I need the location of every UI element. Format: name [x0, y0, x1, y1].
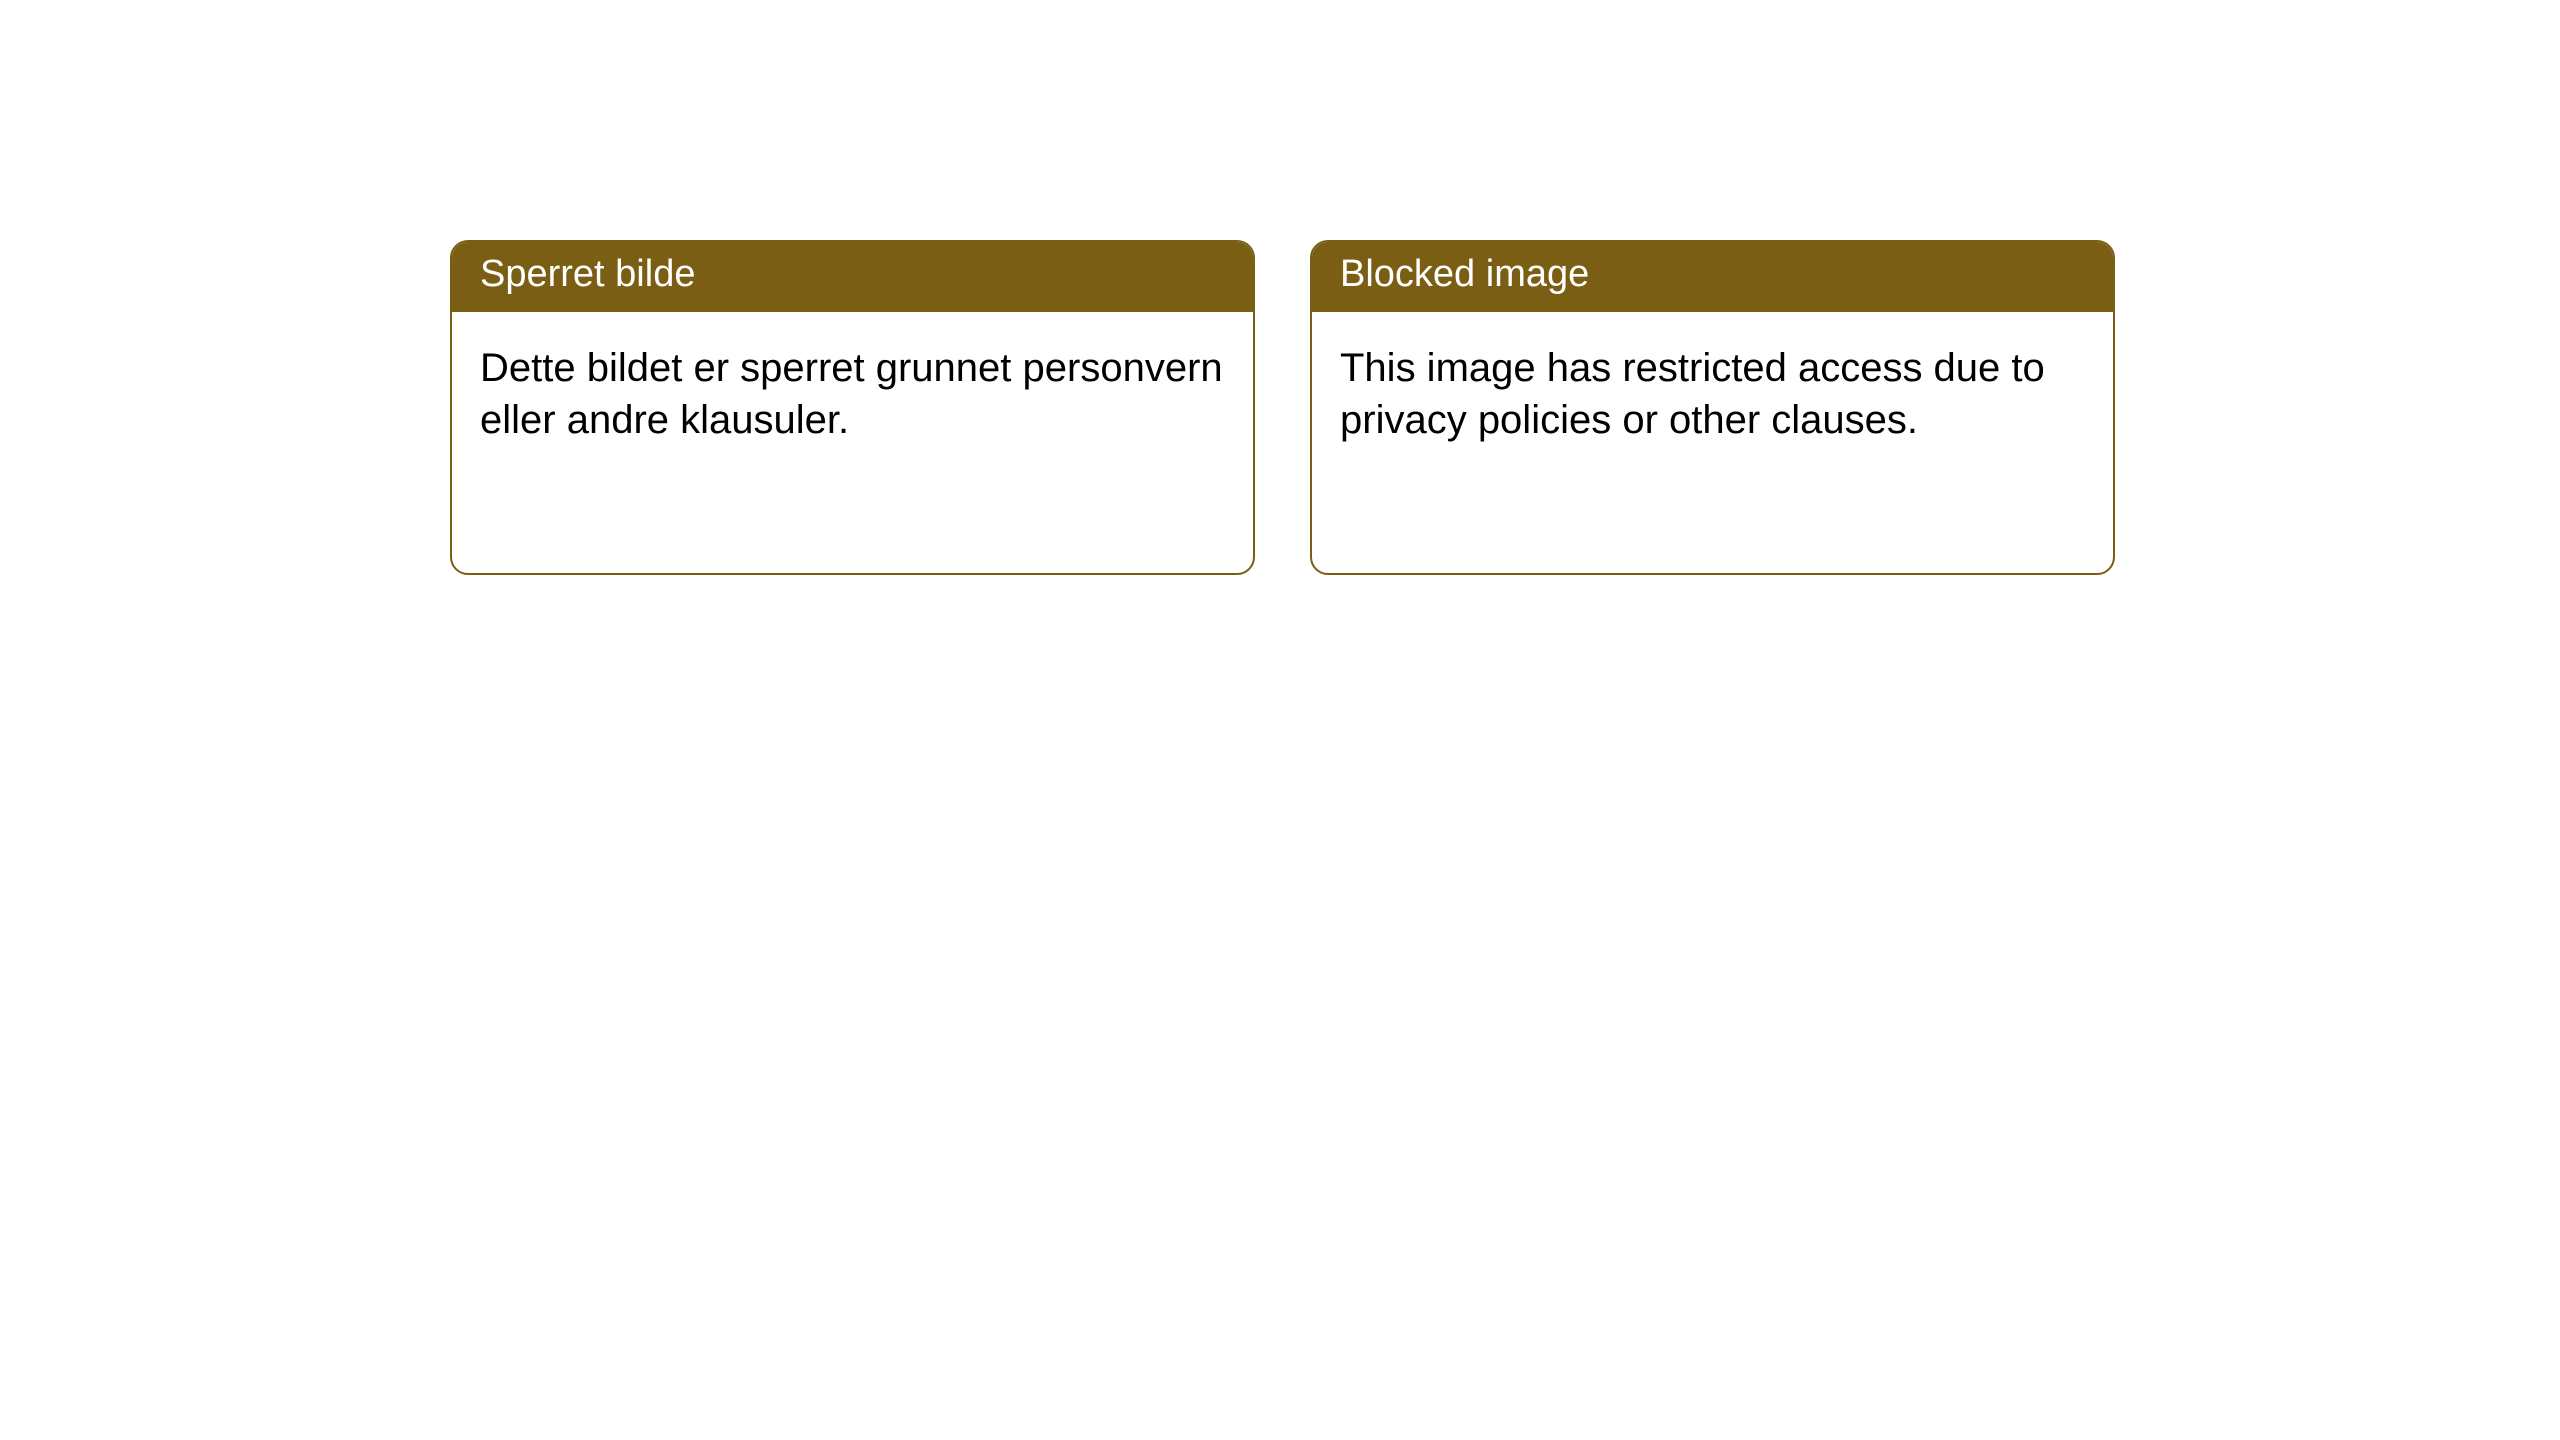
- card-header: Sperret bilde: [452, 242, 1253, 312]
- card-body-text: This image has restricted access due to …: [1340, 346, 2045, 442]
- card-body: Dette bildet er sperret grunnet personve…: [452, 312, 1253, 476]
- card-title: Blocked image: [1340, 253, 1589, 295]
- cards-container: Sperret bilde Dette bildet er sperret gr…: [0, 0, 2560, 575]
- card-body: This image has restricted access due to …: [1312, 312, 2113, 476]
- card-body-text: Dette bildet er sperret grunnet personve…: [480, 346, 1223, 442]
- card-title: Sperret bilde: [480, 253, 695, 295]
- card-header: Blocked image: [1312, 242, 2113, 312]
- blocked-image-card-en: Blocked image This image has restricted …: [1310, 240, 2115, 575]
- blocked-image-card-no: Sperret bilde Dette bildet er sperret gr…: [450, 240, 1255, 575]
